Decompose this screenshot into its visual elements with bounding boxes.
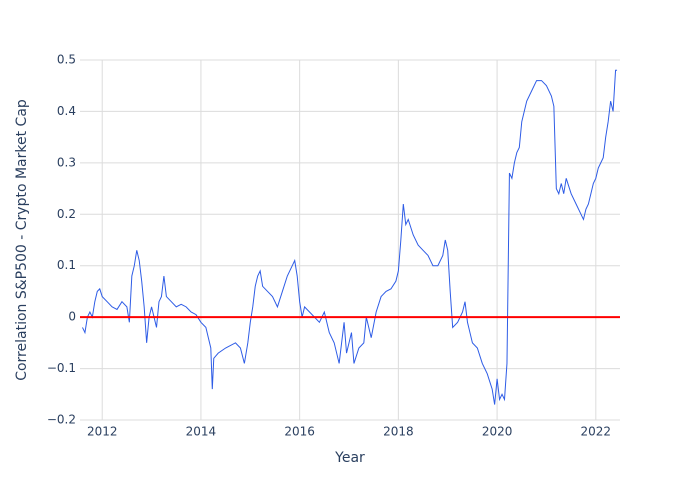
x-tick-label: 2022 <box>581 425 612 439</box>
data-line <box>82 69 618 405</box>
y-tick-label: 0.2 <box>57 207 76 221</box>
y-tick-label: 0 <box>68 310 76 324</box>
y-tick-label: 0.3 <box>57 155 76 169</box>
y-tick-label: 0.1 <box>57 258 76 272</box>
x-tick-label: 2016 <box>284 425 315 439</box>
x-tick-label: 2020 <box>482 425 513 439</box>
x-tick-label: 2012 <box>87 425 118 439</box>
y-tick-label: −0.1 <box>47 361 76 375</box>
y-axis-title: Correlation S&P500 - Crypto Market Cap <box>14 99 30 381</box>
y-tick-label: −0.2 <box>47 413 76 427</box>
y-tick-label: 0.4 <box>57 104 76 118</box>
x-axis-title: Year <box>334 450 365 466</box>
x-tick-label: 2018 <box>383 425 414 439</box>
x-tick-label: 2014 <box>186 425 217 439</box>
y-tick-label: 0.5 <box>57 53 76 67</box>
